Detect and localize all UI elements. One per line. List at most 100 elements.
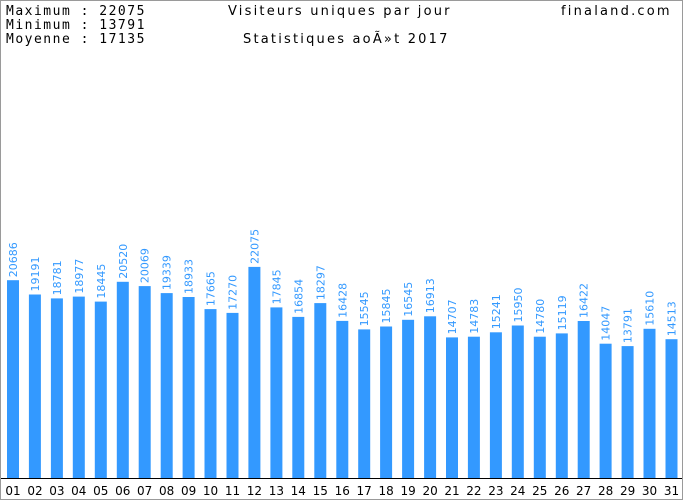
bar-21: [446, 337, 458, 478]
x-tick-label-21: 21: [444, 484, 459, 498]
value-label-12: 22075: [248, 229, 261, 264]
x-tick-label-14: 14: [291, 484, 306, 498]
bar-30: [643, 328, 656, 478]
bar-15: [314, 303, 327, 478]
bar-18: [380, 326, 393, 478]
x-tick-label-09: 09: [181, 484, 196, 498]
bar-23: [489, 332, 502, 478]
bar-24: [511, 325, 524, 478]
value-label-06: 20520: [117, 244, 130, 279]
bar-07: [138, 286, 151, 478]
value-labels-layer: 20686 19191 18781 18977 18445 20520 20069 19339…: [7, 229, 679, 343]
bar-06: [116, 281, 129, 478]
bar-04: [72, 296, 85, 478]
value-label-14: 16854: [292, 279, 305, 314]
value-label-04: 18977: [73, 259, 86, 294]
bar-28: [599, 343, 612, 478]
x-tick-label-27: 27: [576, 484, 591, 498]
bar-09: [182, 297, 195, 478]
x-tick-label-12: 12: [247, 484, 262, 498]
value-label-03: 18781: [51, 260, 64, 295]
x-tick-label-16: 16: [335, 484, 350, 498]
value-label-10: 17665: [205, 271, 218, 306]
value-label-26: 15119: [556, 295, 569, 330]
value-label-11: 17270: [227, 275, 240, 310]
bar-19: [402, 319, 415, 478]
value-label-21: 14707: [446, 299, 459, 334]
x-tick-label-23: 23: [488, 484, 503, 498]
value-label-25: 14780: [534, 299, 547, 334]
bar-13: [270, 307, 283, 478]
site-name: finaland.com: [561, 4, 672, 19]
value-label-16: 16428: [336, 283, 349, 318]
bar-01: [7, 280, 19, 478]
value-label-05: 18445: [95, 264, 108, 299]
average-stat: Moyenne : 17135: [6, 32, 146, 47]
value-label-27: 16422: [578, 283, 591, 318]
bar-17: [358, 329, 371, 478]
bar-11: [226, 312, 239, 478]
x-tick-label-13: 13: [269, 484, 284, 498]
bar-10: [204, 309, 217, 478]
bar-05: [94, 301, 107, 478]
chart-title: Visiteurs uniques par jour: [228, 4, 452, 19]
maximum-label: Maximum: [6, 4, 72, 19]
value-label-08: 19339: [161, 255, 174, 290]
x-tick-label-15: 15: [313, 484, 328, 498]
x-tick-label-25: 25: [532, 484, 547, 498]
x-tick-label-30: 30: [642, 484, 657, 498]
value-label-17: 15545: [358, 291, 371, 326]
value-label-19: 16545: [402, 282, 415, 317]
value-label-09: 18933: [183, 259, 196, 294]
bar-25: [533, 336, 546, 478]
x-tick-label-31: 31: [664, 484, 679, 498]
x-tick-label-19: 19: [400, 484, 415, 498]
bar-02: [28, 294, 41, 478]
x-tick-label-06: 06: [115, 484, 130, 498]
average-label: Moyenne: [6, 32, 72, 47]
value-label-18: 15845: [380, 289, 393, 324]
average-value: 17135: [99, 32, 146, 47]
bar-26: [555, 333, 568, 478]
value-label-02: 19191: [29, 257, 42, 292]
bar-22: [467, 336, 480, 478]
x-tick-label-17: 17: [357, 484, 372, 498]
value-label-07: 20069: [139, 248, 152, 283]
x-tick-label-29: 29: [620, 484, 635, 498]
x-tick-labels-layer: 01 02 03 04 05 06 07 08 09 10 11 12 13 14 15 16 17 18 19 20…: [5, 484, 679, 498]
x-tick-label-20: 20: [422, 484, 437, 498]
minimum-stat: Minimum : 13791: [6, 18, 146, 33]
bar-16: [336, 320, 349, 478]
x-tick-label-08: 08: [159, 484, 174, 498]
value-label-22: 14783: [468, 299, 481, 334]
maximum-value: 22075: [99, 4, 146, 19]
value-label-28: 14047: [600, 306, 613, 341]
x-tick-label-24: 24: [510, 484, 525, 498]
x-tick-label-11: 11: [225, 484, 240, 498]
value-label-30: 15610: [644, 291, 657, 326]
value-label-23: 15241: [490, 294, 503, 329]
bar-27: [577, 321, 590, 478]
minimum-label: Minimum: [6, 18, 72, 33]
x-tick-label-03: 03: [49, 484, 64, 498]
bar-31: [665, 339, 678, 478]
value-label-15: 18297: [314, 265, 327, 300]
bar-12: [248, 266, 261, 478]
x-tick-label-22: 22: [466, 484, 481, 498]
x-tick-label-18: 18: [378, 484, 393, 498]
x-tick-label-28: 28: [598, 484, 613, 498]
bar-20: [424, 316, 437, 478]
bar-14: [292, 316, 305, 478]
x-tick-label-02: 02: [27, 484, 42, 498]
bar-08: [160, 293, 173, 478]
bars-layer: [7, 266, 678, 478]
value-label-29: 13791: [622, 308, 635, 343]
value-label-24: 15950: [512, 288, 525, 323]
maximum-stat: Maximum : 22075: [6, 4, 146, 19]
value-label-20: 16913: [424, 278, 437, 313]
value-label-13: 17845: [270, 269, 283, 304]
value-label-31: 14513: [666, 301, 679, 336]
bar-03: [50, 298, 63, 478]
